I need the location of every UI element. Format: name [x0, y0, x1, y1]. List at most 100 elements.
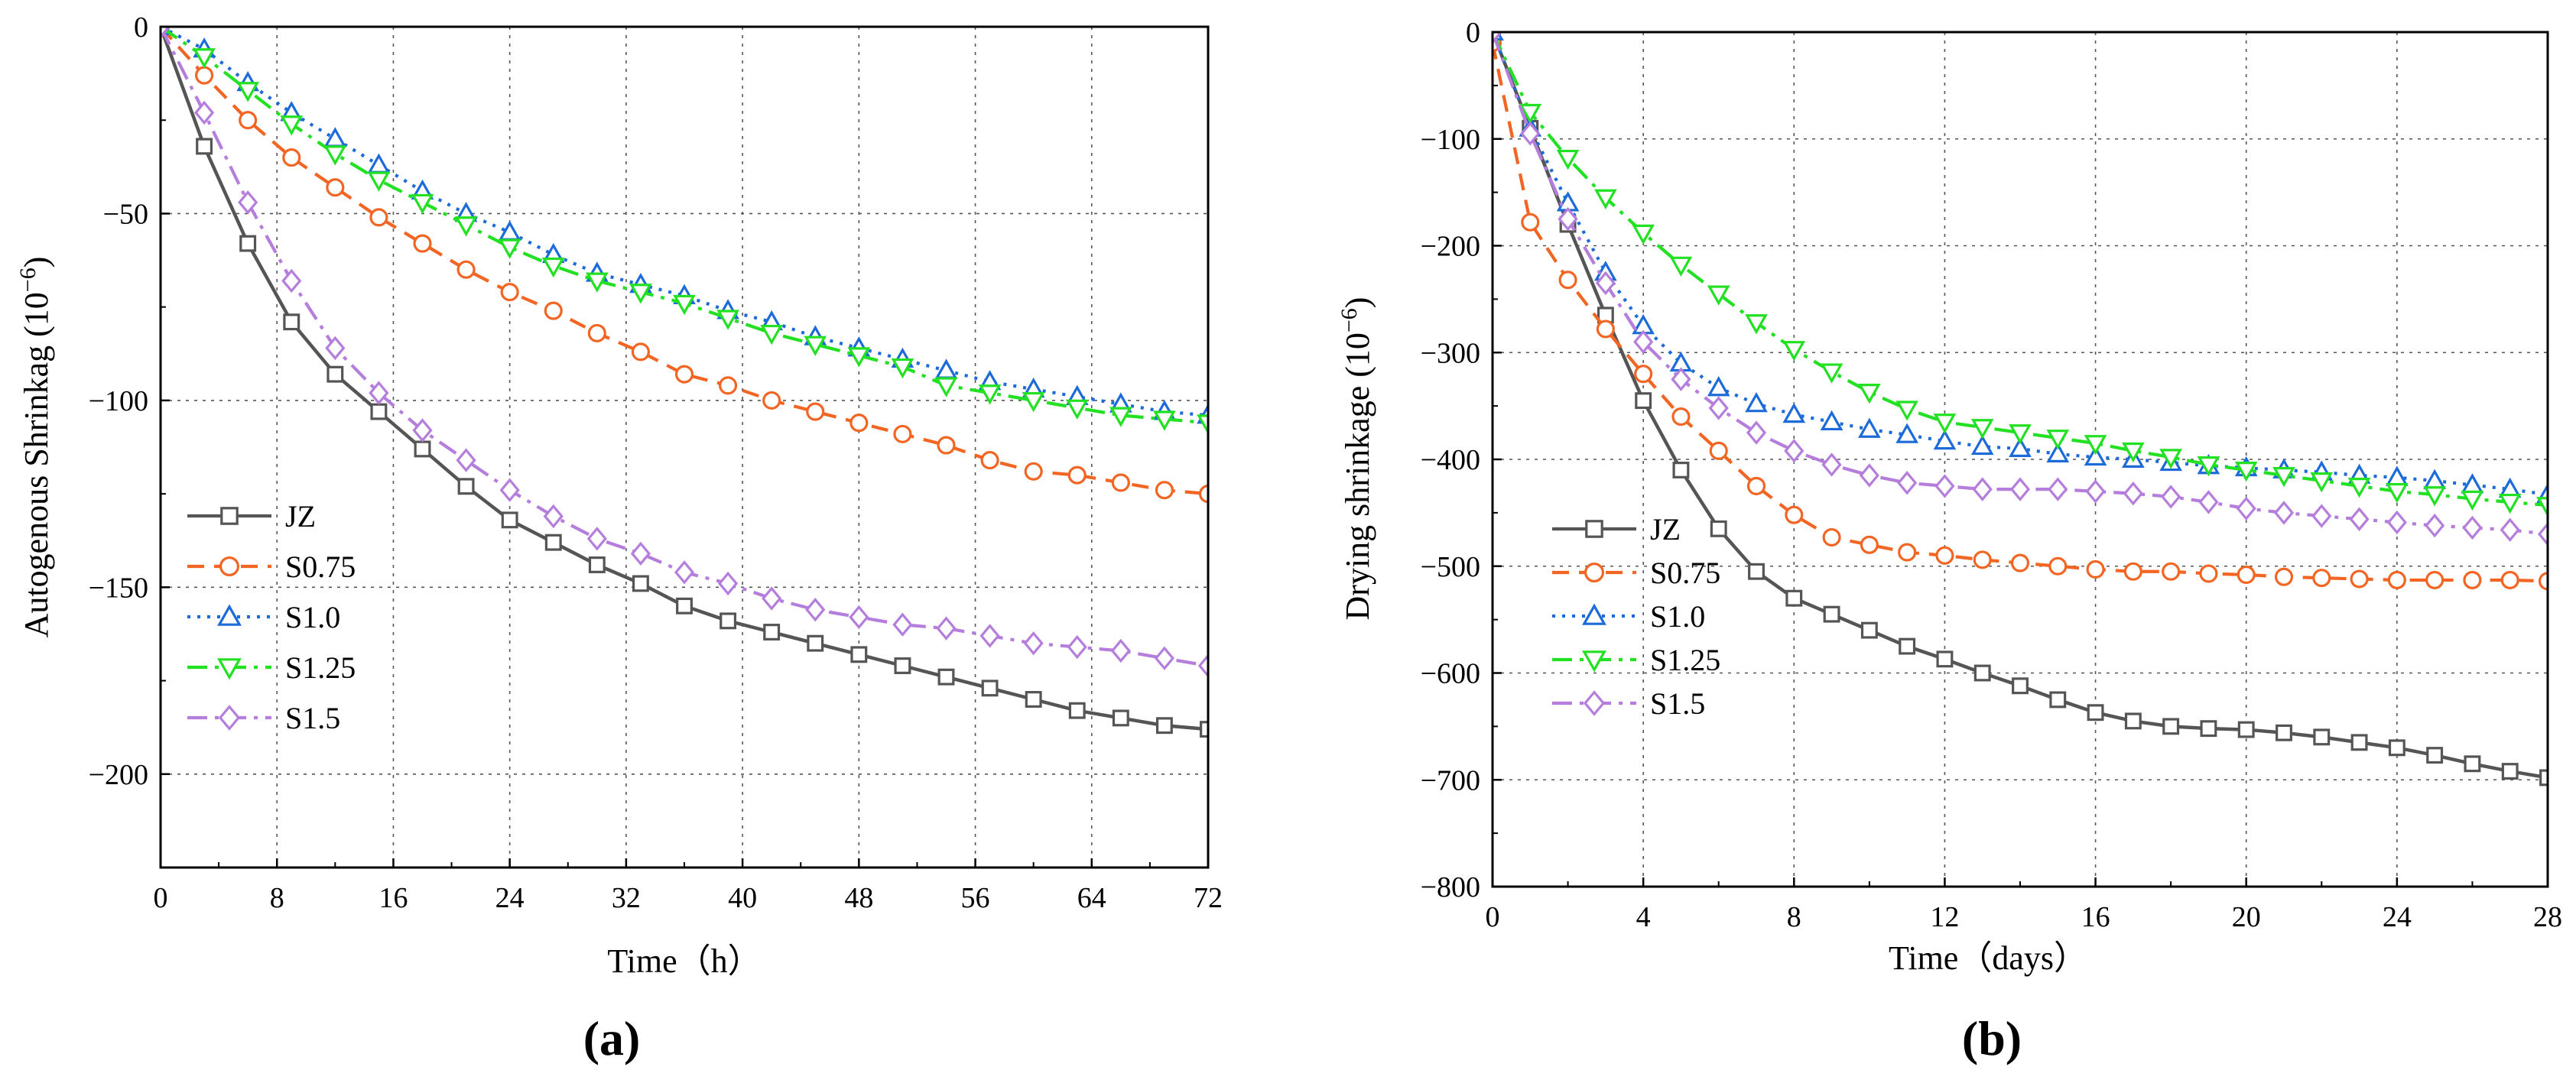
chart-b-x-tick-label-2: 8: [1787, 901, 1801, 933]
chart-a-series-S0.75-point-20: [1024, 462, 1043, 481]
chart-b-series-S1.5-line: [1493, 32, 2548, 536]
chart-a-series-S1.25-point-3: [280, 115, 304, 136]
chart-a-legend-S0.75-marker: [219, 556, 240, 576]
chart-b-series-JZ-point-10: [1860, 621, 1878, 639]
chart-a-series-S1.5: [161, 27, 1208, 678]
chart-b-legend-S0.75-marker: [1584, 562, 1605, 582]
chart-a-series-S1.5-point-19: [979, 624, 1000, 648]
chart-a-legend-S1.5-marker: [218, 705, 241, 731]
chart-a-x-tick-label-3: 24: [495, 882, 525, 914]
chart-a-series-JZ-point-6: [414, 440, 431, 458]
chart-a-series-S1.5-point-14: [762, 586, 782, 611]
chart-b-series-S1.25-point-8: [1782, 341, 1806, 362]
chart-b-series-S1.5-point-16: [2085, 479, 2106, 504]
chart-a-x-tick-label-9: 72: [1194, 882, 1223, 914]
chart-b-series-S0.75-point-14: [2010, 553, 2030, 572]
chart-b-legend-JZ-marker: [1585, 520, 1603, 538]
chart-b-series-S1.25-point-24: [2386, 482, 2409, 504]
chart-a-series-S1.5-point-1: [194, 100, 215, 125]
chart-a-series-S1.25-point-6: [411, 193, 434, 215]
chart-a-x-tick-label-2: 16: [378, 882, 408, 914]
chart-a-series-S0.75: [161, 27, 1208, 504]
chart-a-series-JZ-point-8: [501, 511, 518, 529]
chart-a-x-tick-label-1: 8: [270, 882, 284, 914]
chart-b-series-S1.25-point-15: [2046, 430, 2070, 450]
chart-a-series-S0.75-point-15: [806, 402, 825, 421]
chart-b-y-tick-label-1: −100: [1421, 124, 1480, 156]
chart-b-series-JZ-point-22: [2313, 728, 2331, 746]
chart-a-series-JZ-point-2: [239, 235, 257, 252]
chart-b-series-S1.5-point-22: [2311, 504, 2332, 528]
chart-a-series-S1.5-point-12: [674, 560, 695, 585]
chart-b-series-S1.5-point-6: [1708, 396, 1729, 420]
chart-b-series-S1.5-point-12: [1934, 474, 1955, 498]
chart-b-series-S0.75-point-28: [2538, 572, 2548, 591]
chart-b-series-S0.75-point-17: [2123, 562, 2142, 581]
chart-b-series-JZ-point-16: [2087, 704, 2104, 722]
chart-a-series-S0.75-point-17: [893, 424, 912, 443]
chart-b-y-tick-label-6: −600: [1421, 658, 1480, 690]
chart-a-panel-label: (a): [583, 1011, 641, 1065]
chart-b-y-tick-label-0: 0: [1466, 17, 1480, 49]
chart-a-series-S0.75-point-13: [719, 376, 738, 395]
chart-a-series-S1.25-point-8: [498, 238, 521, 259]
chart-a-series-S1.25-point-2: [236, 82, 260, 102]
chart-b-x-tick-label-6: 24: [2383, 901, 2412, 933]
chart-b-series-S1.0-point-15: [2046, 442, 2070, 462]
chart-b-series-S0.75-point-5: [1671, 407, 1691, 426]
chart-a-series-JZ-point-16: [850, 646, 868, 663]
chart-a-series-S1.5-point-16: [849, 605, 869, 630]
chart-b-frame: [1491, 31, 2549, 888]
chart-a-series-S1.5-point-11: [630, 541, 651, 566]
chart-a-series-JZ-point-1: [196, 138, 213, 155]
chart-a-y-tick-label-4: −200: [89, 759, 148, 791]
chart-b-y-tick-label-8: −800: [1421, 871, 1480, 903]
chart-b-series-JZ-point-20: [2237, 721, 2255, 738]
chart-a-series-S1.25-point-5: [367, 171, 391, 192]
chart-b-series-S1.5-point-18: [2161, 485, 2181, 509]
chart-a-series-S0.75-point-19: [980, 451, 999, 470]
chart-b-series-S1.25-point-20: [2234, 462, 2258, 482]
chart-a-y-axis-title: Autogenous Shrinkag (10−6): [15, 257, 55, 638]
chart-a-series-JZ-point-22: [1112, 709, 1129, 727]
chart-b-series-JZ-point-23: [2350, 734, 2368, 751]
chart-b-series-S1.5-point-13: [1972, 477, 1993, 501]
chart-a-series-S1.5-point-23: [1154, 646, 1174, 670]
chart-a-grid: [161, 27, 1208, 868]
chart-a-series-S1.25-point-11: [629, 284, 652, 304]
chart-a-x-tick-label-6: 48: [844, 882, 873, 914]
chart-a-series-S1.5-point-9: [543, 504, 564, 529]
chart-b-series-S1.5-point-3: [1595, 271, 1616, 296]
chart-b-series-S1.25-point-26: [2461, 490, 2484, 511]
chart-a-series-S1.5-point-20: [1023, 631, 1044, 656]
chart-b-series-JZ-point-17: [2124, 712, 2142, 730]
chart-b-series-S0.75-point-27: [2500, 570, 2519, 589]
chart-b-series-S1.0-point-11: [1895, 423, 1918, 443]
chart-a-x-tick-label-8: 64: [1077, 882, 1106, 914]
chart-a-x-tick-label-4: 32: [612, 882, 641, 914]
chart-b-series-S0.75-point-11: [1898, 543, 1917, 562]
chart-a-series-S0.75-point-12: [674, 365, 694, 384]
chart-a-series-S1.5-point-3: [281, 268, 302, 294]
chart-b-x-tick-label-1: 4: [1636, 901, 1651, 933]
chart-a-series-S0.75-point-23: [1155, 481, 1174, 500]
chart-a-series-JZ-point-17: [894, 657, 911, 674]
chart-b-x-tick-label-7: 28: [2533, 901, 2562, 933]
chart-b-series-S0.75-point-20: [2237, 565, 2256, 584]
chart-b-series-S1.0-point-14: [2009, 436, 2032, 457]
chart-b-series-S1.25-point-25: [2423, 486, 2446, 507]
chart-b-series-S0.75-point-6: [1709, 441, 1728, 460]
chart-a-series-S1.25-point-18: [934, 377, 958, 397]
chart-a-x-tick-label-7: 56: [961, 882, 990, 914]
chart-a-series-JZ-point-14: [763, 624, 781, 641]
chart-a-legend-JZ-label: JZ: [285, 499, 316, 534]
chart-a-series-S1.0-point-4: [323, 127, 347, 148]
chart-b-series-layer: [1493, 32, 2548, 786]
chart-a-series-S1.25-point-17: [891, 358, 914, 379]
chart-b-series-S1.25-point-5: [1669, 256, 1693, 277]
chart-b-series-S1.25-point-4: [1632, 224, 1655, 245]
chart-b-series-S1.0-point-12: [1933, 429, 1957, 450]
chart-b-series-S1.5-point-2: [1558, 206, 1578, 232]
chart-a-y-axis-title-exponent: −6: [15, 268, 41, 292]
chart-b-y-tick-label-3: −300: [1421, 337, 1480, 369]
